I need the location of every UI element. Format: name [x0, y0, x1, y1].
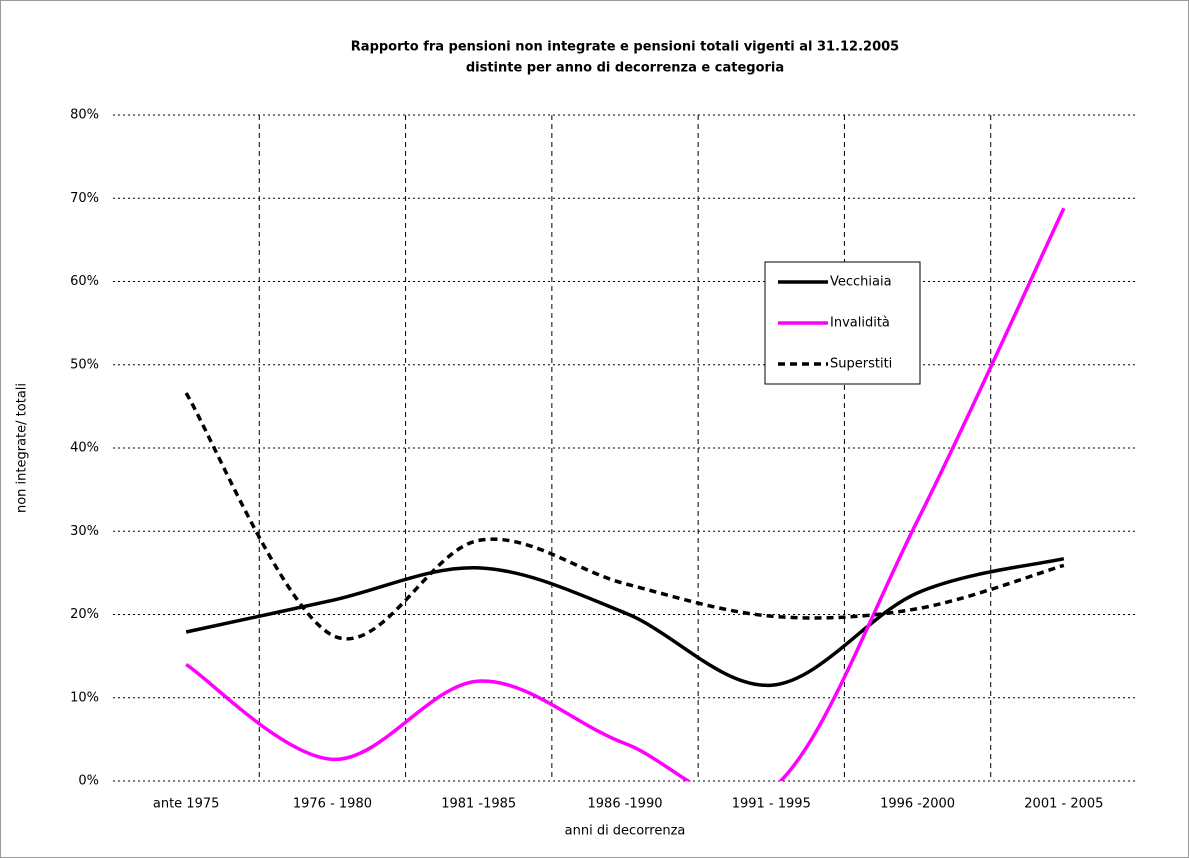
chart-title: Rapporto fra pensioni non integrate e pe… [351, 40, 899, 55]
x-tick-label: 1986 -1990 [588, 797, 663, 812]
y-tick-label: 60% [70, 274, 99, 289]
y-tick-label: 40% [70, 441, 99, 456]
y-tick-label: 70% [70, 191, 99, 206]
series-line [185, 207, 1066, 781]
y-tick-label: 50% [70, 357, 99, 372]
series-line [184, 392, 1065, 641]
x-tick-label: ante 1975 [153, 797, 220, 812]
x-tick-label: 2001 - 2005 [1024, 797, 1103, 812]
legend-label: Invalidità [830, 316, 890, 331]
chart-subtitle: distinte per anno di decorrenza e catego… [466, 61, 784, 76]
plot-area [184, 207, 1066, 781]
y-tick-label: 30% [70, 524, 99, 539]
x-tick-label: 1991 - 1995 [732, 797, 811, 812]
legend-label: Vecchiaia [830, 275, 892, 290]
x-tick-label: 1976 - 1980 [293, 797, 372, 812]
y-tick-label: 20% [70, 607, 99, 622]
legend-label: Superstiti [830, 357, 892, 372]
series-line [185, 557, 1065, 688]
y-tick-label: 10% [70, 690, 99, 705]
y-tick-label: 0% [78, 774, 99, 789]
y-tick-label: 80% [70, 108, 99, 123]
x-tick-label: 1996 -2000 [880, 797, 955, 812]
x-tick-label: 1981 -1985 [441, 797, 516, 812]
x-axis-title: anni di decorrenza [565, 824, 686, 839]
y-axis-title: non integrate/ totali [15, 383, 30, 513]
